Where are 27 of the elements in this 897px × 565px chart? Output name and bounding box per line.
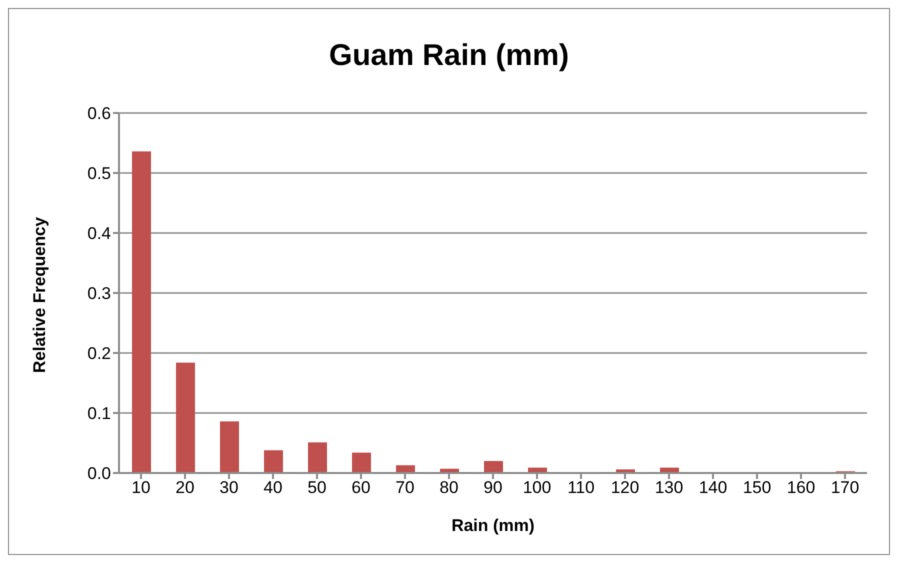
y-tick-label: 0.1	[87, 404, 111, 424]
x-tick-label: 70	[396, 478, 414, 498]
x-tick-label: 80	[440, 478, 458, 498]
x-tick-label: 120	[610, 478, 640, 498]
x-tick-label: 30	[220, 478, 238, 498]
x-tick-label: 20	[176, 478, 194, 498]
x-tick-label: 130	[654, 478, 684, 498]
y-tick-label: 0.3	[87, 284, 111, 304]
y-tick-label: 0.6	[87, 104, 111, 124]
x-tick-label: 170	[830, 478, 860, 498]
x-tick-label: 140	[698, 478, 728, 498]
y-tick-label: 0.4	[87, 224, 111, 244]
x-tick-label: 160	[786, 478, 816, 498]
x-tick-label: 40	[264, 478, 282, 498]
x-tick-label: 150	[742, 478, 772, 498]
chart-title: Guam Rain (mm)	[328, 39, 570, 73]
y-tick-label: 0.5	[87, 164, 111, 184]
x-tick-label: 90	[484, 478, 502, 498]
x-tick-label: 10	[132, 478, 150, 498]
x-tick-label: 50	[308, 478, 326, 498]
x-tick-label: 110	[567, 478, 595, 498]
y-tick-label: 0.0	[87, 464, 111, 484]
x-tick-label: 60	[352, 478, 370, 498]
x-tick-label: 100	[522, 478, 552, 498]
y-axis-title: Relative Frequency	[30, 216, 50, 373]
y-tick-label: 0.2	[87, 344, 111, 364]
x-axis-title: Rain (mm)	[451, 516, 535, 535]
